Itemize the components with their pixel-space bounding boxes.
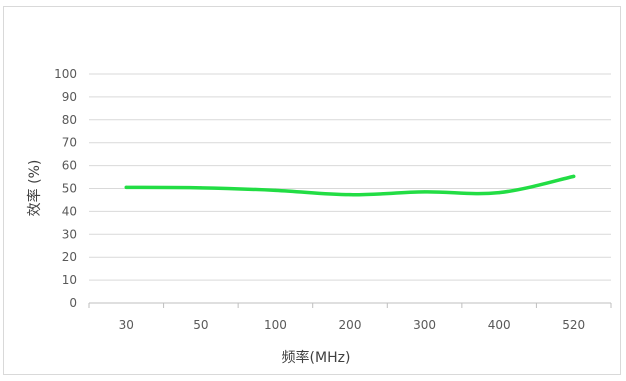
data-point bbox=[199, 186, 203, 190]
x-tick-label: 300 bbox=[413, 318, 436, 332]
x-axis bbox=[88, 302, 612, 308]
y-tick-label: 100 bbox=[54, 67, 77, 81]
x-tick-label: 50 bbox=[193, 318, 208, 332]
y-tick-label: 60 bbox=[62, 159, 77, 173]
y-tick-label: 10 bbox=[62, 273, 77, 287]
y-tick-label: 80 bbox=[62, 113, 77, 127]
x-tick-label: 400 bbox=[488, 318, 511, 332]
x-tick-label: 30 bbox=[119, 318, 134, 332]
data-point bbox=[497, 191, 501, 195]
y-tick-label: 0 bbox=[69, 296, 77, 310]
data-point bbox=[273, 188, 278, 192]
y-tick-label: 90 bbox=[62, 90, 77, 104]
data-point bbox=[348, 193, 352, 197]
y-axis-ticks: 0 10 20 30 40 50 60 70 80 90 100 bbox=[54, 67, 77, 310]
y-tick-label: 70 bbox=[62, 136, 77, 150]
y-tick-label: 30 bbox=[62, 227, 77, 241]
series-layer bbox=[124, 174, 576, 197]
x-axis-title: 频率(MHz) bbox=[282, 349, 351, 366]
data-point bbox=[422, 190, 427, 194]
series-line-0 bbox=[124, 174, 576, 197]
x-axis-ticks: 30 50 100 200 300 400 520 bbox=[119, 318, 586, 332]
y-tick-label: 40 bbox=[62, 204, 77, 218]
y-tick-label: 50 bbox=[62, 182, 77, 196]
y-tick-label: 20 bbox=[62, 250, 77, 264]
x-tick-label: 520 bbox=[562, 318, 585, 332]
gridlines bbox=[89, 73, 611, 281]
data-point bbox=[572, 174, 576, 178]
x-tick-label: 200 bbox=[339, 318, 362, 332]
x-tick-label: 100 bbox=[264, 318, 287, 332]
data-point bbox=[124, 185, 128, 189]
y-axis-title: 效率 (%) bbox=[26, 160, 43, 217]
